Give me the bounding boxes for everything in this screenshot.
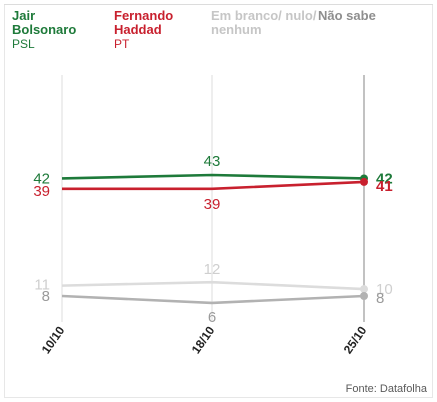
source-note: Fonte: Datafolha bbox=[345, 383, 427, 395]
legend: Jair Bolsonaro PSL Fernando Haddad PT Em… bbox=[0, 9, 437, 69]
legend-name-naosabe: Não sabe bbox=[318, 8, 376, 23]
series-line-haddad bbox=[62, 180, 365, 191]
data-label-bolsonaro-1: 43 bbox=[204, 153, 221, 170]
series-line-naosabe bbox=[61, 294, 365, 305]
series-end-point-haddad bbox=[360, 177, 368, 186]
legend-item-haddad: Fernando Haddad PT bbox=[114, 8, 204, 52]
data-label-naosabe-0: 8 bbox=[42, 288, 50, 305]
legend-name-branco: Em branco/ nulo/ nenhum bbox=[211, 8, 317, 37]
data-label-branco-1: 12 bbox=[204, 261, 221, 278]
legend-name-bolsonaro: Jair Bolsonaro bbox=[12, 8, 77, 37]
series-end-point-branco bbox=[360, 285, 368, 294]
top-rule bbox=[4, 4, 433, 5]
legend-party-bolsonaro: PSL bbox=[12, 37, 35, 51]
x-tick-label-0: 10/10 bbox=[39, 323, 68, 356]
series-line-branco bbox=[61, 280, 365, 291]
legend-item-branco: Em branco/ nulo/ nenhum bbox=[211, 9, 321, 37]
series-line-bolsonaro bbox=[61, 173, 365, 180]
data-label-bolsonaro-0: 42 bbox=[33, 170, 50, 187]
series-end-point-naosabe bbox=[360, 292, 368, 300]
data-label-bolsonaro-2: 42 bbox=[376, 170, 393, 187]
legend-item-bolsonaro: Jair Bolsonaro PSL bbox=[12, 8, 102, 52]
data-label-branco-2: 10 bbox=[376, 281, 393, 298]
legend-name-haddad: Fernando Haddad bbox=[114, 8, 174, 37]
data-label-haddad-2: 41 bbox=[376, 178, 393, 195]
legend-party-haddad: PT bbox=[114, 37, 130, 51]
x-tick-label-1: 18/10 bbox=[189, 323, 218, 356]
data-label-haddad-1: 39 bbox=[204, 196, 221, 213]
data-label-haddad-0: 39 bbox=[33, 183, 50, 200]
data-label-naosabe-2: 8 bbox=[376, 290, 384, 307]
x-tick-label-2: 25/10 bbox=[341, 323, 370, 356]
data-label-branco-0: 11 bbox=[34, 277, 50, 294]
legend-item-naosabe: Não sabe bbox=[318, 9, 428, 23]
data-label-naosabe-1: 6 bbox=[208, 309, 216, 326]
